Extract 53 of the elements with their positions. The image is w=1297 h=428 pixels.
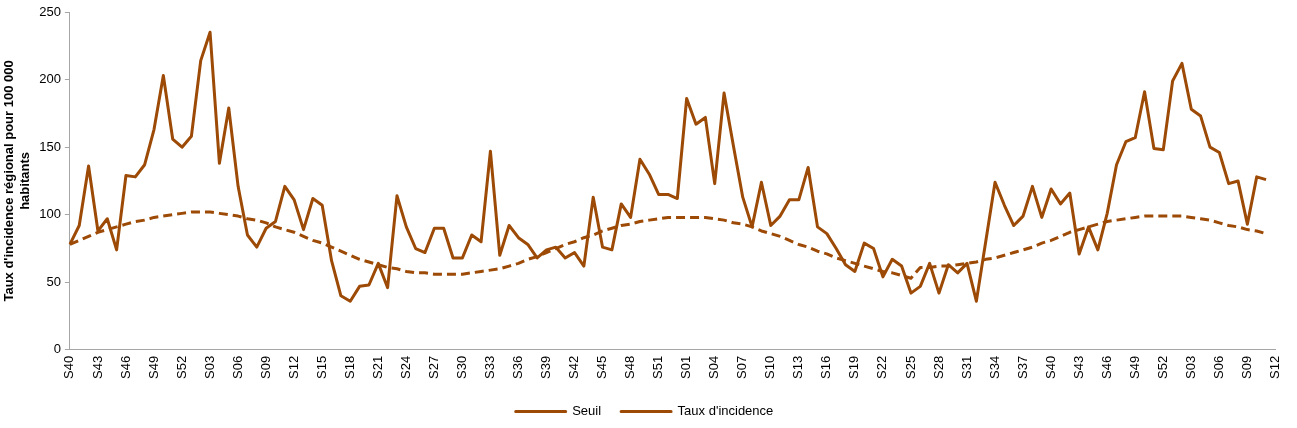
x-tick-label: S39 — [538, 355, 554, 380]
x-tick-label: S40 — [61, 355, 77, 380]
x-tick-label: S04 — [706, 355, 722, 380]
x-tick-label: S16 — [818, 355, 834, 380]
y-axis-title: Taux d'incidence régional pour 100 000 habitants — [1, 60, 32, 302]
x-tick-label: S48 — [622, 355, 638, 380]
x-tick-label: S49 — [145, 355, 161, 380]
x-tick-label: S15 — [313, 355, 329, 380]
x-tick-label: S03 — [1182, 355, 1198, 380]
x-tick-label: S31 — [958, 355, 974, 380]
x-tick-label: S19 — [846, 355, 862, 380]
x-tick-label: S46 — [117, 355, 133, 380]
legend-label: Taux d'incidence — [677, 403, 774, 419]
y-tick-label: 100 — [39, 206, 61, 222]
x-tick-label: S13 — [790, 355, 806, 380]
x-tick-label: S36 — [510, 355, 526, 380]
x-tick-label: S01 — [678, 355, 694, 380]
legend-label: Seuil — [572, 403, 602, 419]
x-tick-label: S09 — [257, 355, 273, 380]
x-tick-label: S40 — [1042, 355, 1058, 380]
x-tick-label: S25 — [902, 355, 918, 380]
y-tick-label: 250 — [39, 3, 61, 19]
x-tick-label: S03 — [201, 355, 217, 380]
x-tick-label: S30 — [453, 355, 469, 380]
x-tick-label: S51 — [650, 355, 666, 380]
x-tick-label: S34 — [986, 355, 1002, 380]
x-tick-label: S42 — [566, 355, 582, 380]
x-tick-label: S10 — [762, 355, 778, 380]
y-tick-label: 150 — [39, 138, 61, 154]
x-tick-label: S07 — [734, 355, 750, 380]
x-tick-label: S45 — [594, 355, 610, 380]
y-tick-label: 50 — [46, 273, 61, 289]
x-tick-label: S37 — [1014, 355, 1030, 380]
x-tick-label: S49 — [1126, 355, 1142, 380]
x-tick-label: S28 — [930, 355, 946, 380]
x-tick-label: S06 — [229, 355, 245, 380]
x-tick-label: S09 — [1238, 355, 1254, 380]
x-tick-label: S21 — [369, 355, 385, 380]
x-tick-label: S46 — [1098, 355, 1114, 380]
x-tick-label: S52 — [1154, 355, 1170, 380]
x-tick-label: S22 — [874, 355, 890, 380]
x-tick-label: S12 — [285, 355, 301, 380]
y-tick-label: 0 — [53, 341, 61, 357]
x-tick-label: S33 — [481, 355, 497, 380]
x-tick-label: S52 — [173, 355, 189, 380]
x-tick-label: S27 — [425, 355, 441, 380]
x-tick-label: S06 — [1210, 355, 1226, 380]
x-tick-label: S24 — [397, 355, 413, 380]
y-tick-label: 200 — [39, 71, 61, 87]
x-tick-label: S12 — [1266, 355, 1282, 380]
x-tick-label: S18 — [341, 355, 357, 380]
x-tick-label: S43 — [1070, 355, 1086, 380]
x-tick-label: S43 — [89, 355, 105, 380]
